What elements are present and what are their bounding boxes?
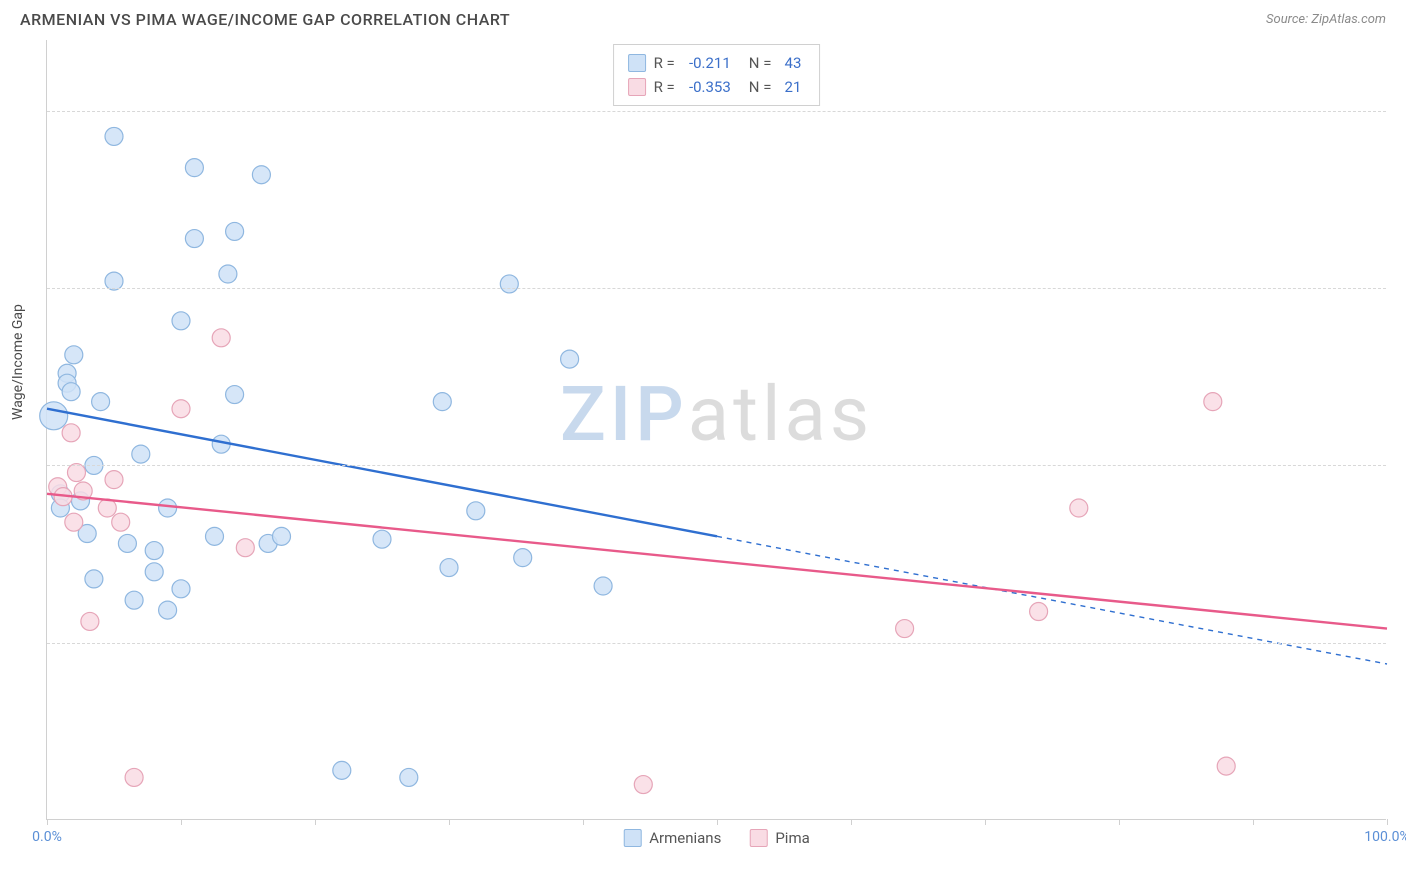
data-point [373, 530, 391, 548]
x-tick-label: 0.0% [32, 829, 62, 845]
data-point [85, 570, 103, 588]
series-legend-item: Pima [749, 829, 809, 847]
y-tick-label: 12.5% [1390, 635, 1406, 651]
legend-swatch [749, 829, 767, 847]
data-point [185, 230, 203, 248]
data-point [159, 601, 177, 619]
gridline [47, 643, 1386, 644]
data-point [145, 542, 163, 560]
source-attribution: Source: ZipAtlas.com [1266, 12, 1386, 27]
x-tick [1387, 819, 1388, 825]
x-tick [851, 819, 852, 825]
regression-line [47, 409, 717, 537]
data-point [500, 275, 518, 293]
regression-line-extrapolated [717, 536, 1387, 664]
data-point [112, 513, 130, 531]
data-point [236, 539, 254, 557]
data-point [440, 559, 458, 577]
data-point [81, 612, 99, 630]
data-point [594, 577, 612, 595]
scatter-plot-svg [47, 40, 1386, 819]
gridline [47, 465, 1386, 466]
series-legend: Armenians Pima [623, 829, 810, 847]
data-point [40, 402, 68, 430]
legend-swatch [623, 829, 641, 847]
data-point [172, 312, 190, 330]
data-point [1030, 603, 1048, 621]
x-tick [181, 819, 182, 825]
x-tick [985, 819, 986, 825]
data-point [105, 127, 123, 145]
data-point [105, 471, 123, 489]
data-point [118, 534, 136, 552]
x-tick [47, 819, 48, 825]
data-point [172, 400, 190, 418]
x-tick [449, 819, 450, 825]
data-point [514, 549, 532, 567]
data-point [159, 499, 177, 517]
data-point [125, 591, 143, 609]
data-point [1217, 757, 1235, 775]
data-point [172, 580, 190, 598]
x-tick-label: 100.0% [1364, 829, 1406, 845]
data-point [219, 265, 237, 283]
x-tick [583, 819, 584, 825]
data-point [92, 393, 110, 411]
data-point [1070, 499, 1088, 517]
x-tick [717, 819, 718, 825]
data-point [433, 393, 451, 411]
data-point [273, 527, 291, 545]
data-point [206, 527, 224, 545]
data-point [400, 768, 418, 786]
regression-line [47, 494, 1387, 629]
data-point [226, 222, 244, 240]
x-tick [1253, 819, 1254, 825]
data-point [65, 346, 83, 364]
data-point [185, 159, 203, 177]
data-point [145, 563, 163, 581]
x-tick [1119, 819, 1120, 825]
gridline [47, 111, 1386, 112]
data-point [896, 620, 914, 638]
series-legend-label: Armenians [649, 829, 721, 847]
series-legend-label: Pima [775, 829, 809, 847]
y-axis-label: Wage/Income Gap [10, 304, 26, 420]
data-point [65, 513, 83, 531]
data-point [212, 329, 230, 347]
chart-plot-area: ZIPatlas R =-0.211N =43R =-0.353N =21 Ar… [46, 40, 1386, 820]
data-point [226, 386, 244, 404]
data-point [252, 166, 270, 184]
data-point [132, 445, 150, 463]
data-point [467, 502, 485, 520]
data-point [62, 424, 80, 442]
data-point [125, 768, 143, 786]
data-point [333, 761, 351, 779]
y-tick-label: 37.5% [1390, 280, 1406, 296]
data-point [634, 776, 652, 794]
x-tick [315, 819, 316, 825]
data-point [561, 350, 579, 368]
gridline [47, 288, 1386, 289]
chart-title: ARMENIAN VS PIMA WAGE/INCOME GAP CORRELA… [20, 10, 510, 29]
series-legend-item: Armenians [623, 829, 721, 847]
data-point [62, 383, 80, 401]
data-point [1204, 393, 1222, 411]
